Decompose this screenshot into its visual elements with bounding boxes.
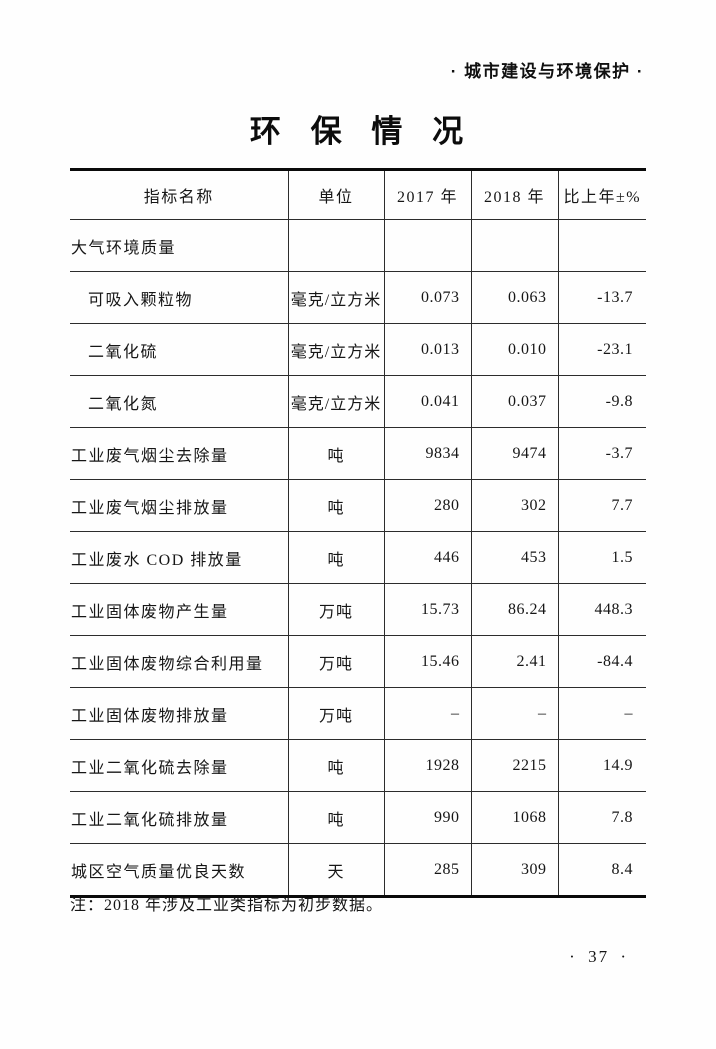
change-cell: -9.8	[557, 375, 646, 428]
value-2018-cell: 0.063	[470, 271, 558, 324]
unit-cell: 吨	[287, 739, 384, 792]
table-row: 工业固体废物排放量 万吨 – – –	[70, 687, 646, 740]
change-cell: 448.3	[557, 583, 646, 636]
indicator-name-cell: 工业废水 COD 排放量	[70, 531, 288, 584]
indicator-name-cell: 工业二氧化硫去除量	[70, 739, 288, 792]
change-cell: –	[557, 687, 646, 740]
table-row: 二氧化硫 毫克/立方米 0.013 0.010 -23.1	[70, 323, 646, 376]
indicator-name-cell: 工业固体废物产生量	[70, 583, 288, 636]
running-header: · 城市建设与环境保护 ·	[450, 62, 644, 81]
column-header-2018: 2018 年	[470, 169, 558, 220]
indicator-name-cell: 大气环境质量	[70, 219, 288, 272]
value-2018-cell: 302	[470, 479, 558, 532]
value-2017-cell: 446	[383, 531, 471, 584]
value-2017-cell: 280	[383, 479, 471, 532]
indicator-name-cell: 工业二氧化硫排放量	[70, 791, 288, 844]
change-cell: 1.5	[557, 531, 646, 584]
change-cell: 7.8	[557, 791, 646, 844]
unit-cell: 吨	[287, 479, 384, 532]
indicator-name-cell: 工业废气烟尘排放量	[70, 479, 288, 532]
value-2017-cell: 0.041	[383, 375, 471, 428]
value-2018-cell: 0.010	[470, 323, 558, 376]
value-2017-cell: 0.013	[383, 323, 471, 376]
indicator-name-cell: 二氧化氮	[70, 375, 288, 428]
value-2018-cell: 453	[470, 531, 558, 584]
value-2018-cell	[470, 219, 558, 272]
value-2018-cell: 1068	[470, 791, 558, 844]
unit-cell: 吨	[287, 531, 384, 584]
value-2017-cell: 15.46	[383, 635, 471, 688]
value-2018-cell: 2.41	[470, 635, 558, 688]
table-row: 工业固体废物产生量 万吨 15.73 86.24 448.3	[70, 583, 646, 636]
table-row: 工业固体废物综合利用量 万吨 15.46 2.41 -84.4	[70, 635, 646, 688]
unit-cell: 天	[287, 843, 384, 897]
change-cell	[557, 219, 646, 272]
value-2017-cell: –	[383, 687, 471, 740]
indicator-name-cell: 工业废气烟尘去除量	[70, 427, 288, 480]
footnote: 注：2018 年涉及工业类指标为初步数据。	[70, 897, 384, 914]
table-row: 工业废气烟尘去除量 吨 9834 9474 -3.7	[70, 427, 646, 480]
table-row: 工业废气烟尘排放量 吨 280 302 7.7	[70, 479, 646, 532]
change-cell: -84.4	[557, 635, 646, 688]
value-2017-cell: 15.73	[383, 583, 471, 636]
page-title: 环 保 情 况	[249, 114, 467, 149]
unit-cell: 吨	[287, 427, 384, 480]
indicator-name-cell: 可吸入颗粒物	[70, 271, 288, 324]
indicator-name-cell: 工业固体废物排放量	[70, 687, 288, 740]
table-row: 二氧化氮 毫克/立方米 0.041 0.037 -9.8	[70, 375, 646, 428]
value-2017-cell: 9834	[383, 427, 471, 480]
unit-cell: 毫克/立方米	[287, 271, 384, 324]
change-cell: 7.7	[557, 479, 646, 532]
unit-cell: 万吨	[287, 687, 384, 740]
value-2018-cell: –	[470, 687, 558, 740]
change-cell: -3.7	[557, 427, 646, 480]
indicator-name-cell: 二氧化硫	[70, 323, 288, 376]
table-row: 城区空气质量优良天数 天 285 309 8.4	[70, 843, 646, 897]
value-2018-cell: 86.24	[470, 583, 558, 636]
column-header-unit: 单位	[287, 169, 384, 220]
value-2017-cell: 285	[383, 843, 471, 897]
table-row: 可吸入颗粒物 毫克/立方米 0.073 0.063 -13.7	[70, 271, 646, 324]
change-cell: -23.1	[557, 323, 646, 376]
table-row: 大气环境质量	[70, 219, 646, 272]
table-row: 工业二氧化硫排放量 吨 990 1068 7.8	[70, 791, 646, 844]
environment-table: 指标名称 单位 2017 年 2018 年 比上年±% 大气环境质量 可吸入颗粒…	[70, 168, 646, 898]
unit-cell	[287, 219, 384, 272]
unit-cell: 万吨	[287, 635, 384, 688]
table-container: 指标名称 单位 2017 年 2018 年 比上年±% 大气环境质量 可吸入颗粒…	[70, 168, 646, 898]
table-row: 工业废水 COD 排放量 吨 446 453 1.5	[70, 531, 646, 584]
value-2018-cell: 0.037	[470, 375, 558, 428]
value-2018-cell: 2215	[470, 739, 558, 792]
indicator-name-cell: 工业固体废物综合利用量	[70, 635, 288, 688]
change-cell: 8.4	[557, 843, 646, 897]
value-2017-cell	[383, 219, 471, 272]
indicator-name-cell: 城区空气质量优良天数	[71, 863, 247, 881]
change-cell: 14.9	[557, 739, 646, 792]
value-2018-cell: 309	[470, 843, 558, 897]
change-cell: -13.7	[557, 271, 646, 324]
table-header-row: 指标名称 单位 2017 年 2018 年 比上年±%	[70, 169, 646, 220]
column-header-2017: 2017 年	[383, 169, 471, 220]
value-2018-cell: 9474	[470, 427, 558, 480]
value-2017-cell: 990	[383, 791, 471, 844]
unit-cell: 吨	[287, 791, 384, 844]
page-number: · 37 ·	[569, 947, 628, 966]
column-header-change: 比上年±%	[557, 169, 646, 220]
value-2017-cell: 1928	[383, 739, 471, 792]
unit-cell: 万吨	[287, 583, 384, 636]
unit-cell: 毫克/立方米	[287, 323, 384, 376]
value-2017-cell: 0.073	[383, 271, 471, 324]
table-row: 工业二氧化硫去除量 吨 1928 2215 14.9	[70, 739, 646, 792]
column-header-indicator: 指标名称	[70, 169, 288, 220]
unit-cell: 毫克/立方米	[287, 375, 384, 428]
